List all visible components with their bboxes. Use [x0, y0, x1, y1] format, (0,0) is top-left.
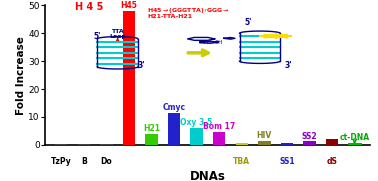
Text: TBA: TBA	[233, 157, 250, 166]
Text: Cmyc: Cmyc	[163, 103, 186, 112]
Text: Loop: Loop	[109, 34, 126, 39]
Circle shape	[264, 35, 287, 37]
Bar	[145, 134, 158, 145]
Text: B: B	[81, 157, 87, 166]
Text: Oxy 3.5: Oxy 3.5	[180, 118, 213, 127]
Text: TzPy: TzPy	[51, 157, 71, 166]
Text: H21: H21	[143, 124, 160, 133]
Text: TTA: TTA	[111, 29, 124, 34]
Bar	[349, 143, 361, 145]
Text: H45$\rightarrow$(GGGTTA)$_7$GGG$\rightarrow$: H45$\rightarrow$(GGGTTA)$_7$GGG$\rightar…	[147, 6, 229, 15]
Text: SS2: SS2	[302, 132, 317, 141]
Text: H 4 5: H 4 5	[75, 2, 103, 12]
Text: Bom 17: Bom 17	[203, 122, 235, 131]
Bar	[123, 11, 135, 145]
Bar	[213, 132, 225, 145]
Bar	[235, 143, 248, 145]
Text: 3': 3'	[138, 61, 146, 70]
Text: 5': 5'	[94, 32, 101, 41]
Bar	[77, 144, 90, 145]
Bar	[326, 139, 338, 145]
Text: Do: Do	[101, 157, 112, 166]
Text: H45: H45	[121, 1, 137, 10]
Text: dS: dS	[327, 157, 338, 166]
X-axis label: DNAs: DNAs	[190, 170, 226, 181]
Text: 3': 3'	[285, 61, 292, 70]
Bar	[258, 141, 271, 145]
Text: OH: OH	[215, 40, 223, 45]
Y-axis label: Fold Increase: Fold Increase	[15, 36, 26, 115]
Bar	[281, 143, 293, 145]
Bar	[168, 113, 180, 145]
Text: HIV: HIV	[257, 131, 272, 140]
Bar	[100, 144, 113, 145]
Text: HO: HO	[203, 40, 212, 45]
Text: ct-DNA: ct-DNA	[339, 133, 370, 142]
Bar	[191, 128, 203, 145]
Text: SS1: SS1	[279, 157, 295, 166]
Bar	[303, 142, 316, 145]
Text: 5': 5'	[244, 18, 251, 27]
Text: H21-TTA-H21: H21-TTA-H21	[147, 14, 192, 19]
Bar	[55, 144, 67, 145]
